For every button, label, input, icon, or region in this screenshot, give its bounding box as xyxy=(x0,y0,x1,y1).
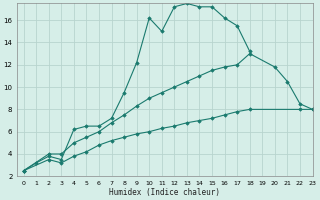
X-axis label: Humidex (Indice chaleur): Humidex (Indice chaleur) xyxy=(109,188,220,197)
